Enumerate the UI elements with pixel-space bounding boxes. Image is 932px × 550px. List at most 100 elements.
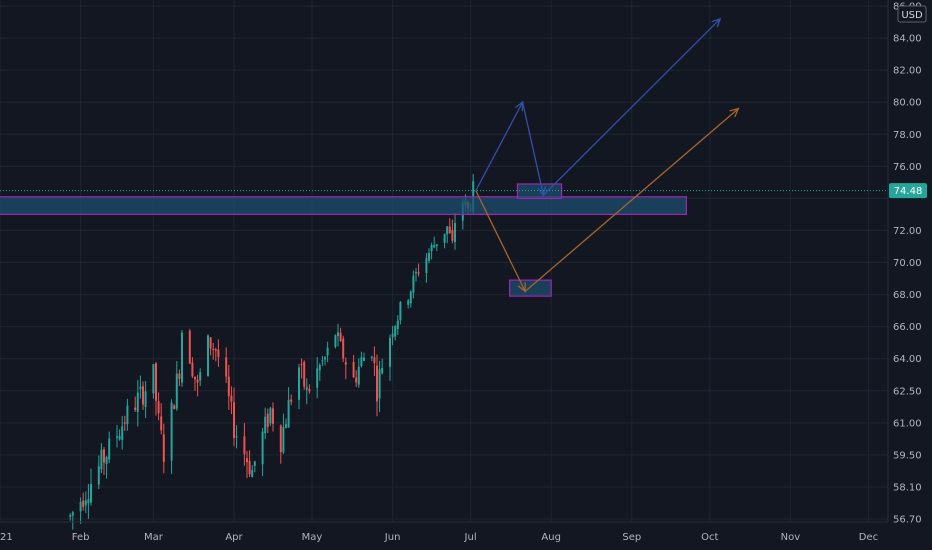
candle-body-64 [303, 361, 306, 387]
last-price-text: 74.48 [894, 186, 923, 197]
time-tick-label-3: Apr [225, 532, 243, 543]
candle-body-14 [121, 426, 124, 440]
candle-body-35 [196, 379, 199, 383]
currency-label[interactable]: USD [897, 5, 927, 23]
candle-body-55 [269, 408, 272, 424]
candle-body-11 [108, 438, 111, 460]
candle-body-90 [396, 320, 399, 330]
candle-body-49 [248, 460, 251, 475]
candle-body-103 [446, 226, 449, 235]
candle-body-79 [357, 366, 360, 385]
candle-body-2 [79, 501, 82, 512]
candle-body-65 [305, 387, 308, 390]
grid-lines [0, 0, 888, 522]
candle-body-9 [103, 449, 105, 463]
candle-body-29 [175, 373, 178, 409]
candle-body-37 [207, 335, 209, 376]
candle-body-78 [355, 377, 358, 383]
zone-rect-2[interactable] [509, 279, 552, 297]
candle-body-82 [370, 356, 373, 358]
candle-body-24 [157, 401, 160, 414]
candle-body-22 [152, 364, 155, 394]
candle-body-23 [155, 363, 157, 401]
candle-body-96 [417, 272, 420, 274]
candle-body-21 [144, 391, 147, 407]
time-tick-label-5: Jun [384, 532, 401, 543]
candle-body-46 [235, 436, 238, 438]
projection-arrowhead-0-2 [537, 186, 547, 197]
candle-body-50 [251, 470, 254, 478]
price-tick-label-3: 80.00 [893, 98, 922, 109]
candle-body-62 [298, 367, 300, 400]
candle-body-43 [227, 376, 230, 397]
candle-body-33 [191, 362, 194, 377]
time-tick-label-1: Feb [72, 532, 90, 543]
candle-body-74 [339, 332, 342, 341]
time-tick-label-0: 2021 [0, 532, 13, 543]
time-tick-label-9: Oct [701, 532, 718, 543]
candle-body-40 [214, 349, 217, 351]
time-tick-label-4: May [302, 532, 323, 543]
price-tick-label-9: 68.00 [893, 290, 922, 301]
price-tick-label-12: 62.50 [893, 386, 922, 397]
candle-body-0 [69, 515, 72, 517]
price-tick-label-10: 66.00 [893, 322, 922, 333]
candle-body-71 [326, 347, 329, 356]
time-tick-label-7: Aug [541, 532, 561, 543]
candle-body-59 [285, 424, 287, 428]
candle-body-44 [230, 395, 233, 402]
candle-body-10 [105, 457, 108, 464]
candle-body-31 [181, 332, 183, 383]
candle-body-3 [82, 500, 85, 507]
candle-body-56 [272, 408, 274, 424]
candle-body-42 [225, 357, 228, 377]
time-axis[interactable]: 2021 Feb Mar Apr May Jun Jul Aug Sep Oct Nov Dec [0, 521, 888, 543]
candle-body-48 [246, 458, 248, 463]
candle-body-41 [217, 349, 220, 358]
candle-body-20 [142, 386, 144, 405]
candle-body-80 [360, 357, 363, 366]
candle-body-102 [443, 233, 446, 243]
candle-body-32 [188, 330, 191, 364]
price-tick-label-11: 64.00 [893, 354, 922, 365]
candle-body-12 [116, 436, 118, 438]
candle-body-72 [334, 335, 337, 347]
projection-arrowhead-0-3 [711, 17, 722, 28]
candle-body-98 [428, 252, 430, 261]
candle-body-54 [266, 413, 269, 427]
price-axis[interactable]: 86.0084.0082.0080.0078.0076.0072.0070.00… [887, 0, 922, 526]
price-tick-label-14: 59.50 [893, 450, 922, 461]
price-tick-label-8: 70.00 [893, 258, 922, 269]
candle-body-67 [316, 368, 319, 388]
candle-body-47 [243, 436, 246, 455]
candle-body-27 [170, 402, 173, 461]
candle-body-18 [136, 392, 139, 412]
time-tick-label-6: Jul [464, 532, 477, 543]
price-tick-label-5: 76.00 [893, 162, 922, 173]
candle-body-26 [162, 434, 165, 463]
candle-body-105 [451, 229, 454, 241]
candle-body-83 [373, 357, 376, 363]
projection-arrows[interactable] [475, 17, 740, 293]
price-tick-label-1: 84.00 [893, 34, 922, 45]
candle-body-99 [430, 244, 433, 252]
candle-body-92 [407, 300, 410, 305]
projection-path-0[interactable] [475, 18, 721, 197]
zone-rect-0[interactable] [0, 196, 687, 216]
time-tick-label-10: Nov [781, 532, 801, 543]
currency-text: USD [901, 10, 923, 21]
candle-body-106 [454, 223, 456, 242]
candle-body-95 [415, 272, 417, 274]
candle-body-52 [261, 431, 264, 465]
price-tick-label-13: 61.00 [893, 418, 922, 429]
candlestick-series [69, 174, 475, 530]
projection-arrowhead-0-1 [514, 100, 524, 112]
candle-body-91 [399, 302, 402, 321]
projection-arrowhead-1-1 [517, 282, 526, 293]
candle-body-39 [212, 348, 215, 350]
candle-body-57 [279, 425, 282, 453]
candle-body-101 [435, 244, 438, 246]
candle-body-89 [394, 326, 397, 337]
